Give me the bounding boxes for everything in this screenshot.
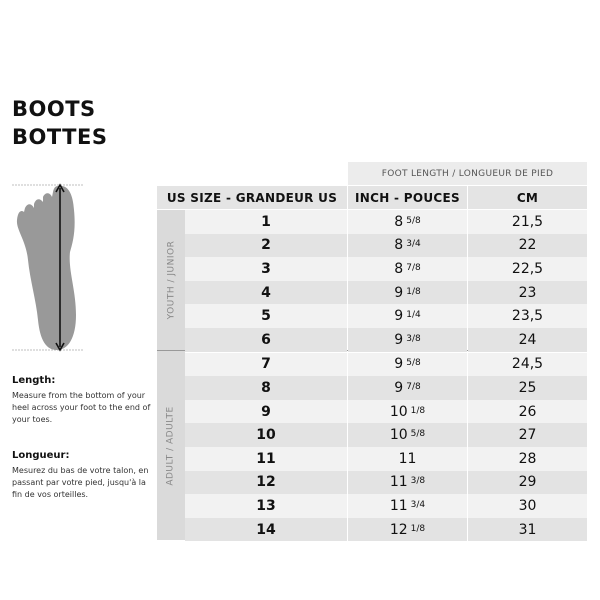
longueur-description: Mesurez du bas de votre talon, en passan… xyxy=(12,466,149,499)
us-size-cell: 13 xyxy=(185,494,347,518)
inch-cell: 9 3/8 xyxy=(348,328,467,352)
length-description: Measure from the bottom of your heel acr… xyxy=(12,391,151,424)
table-row: 10 10 5/8 27 xyxy=(185,423,587,447)
cm-cell: 31 xyxy=(468,517,587,542)
inch-whole: 9 xyxy=(394,308,404,325)
cm-cell: 29 xyxy=(468,470,587,495)
us-size-cell: 11 xyxy=(185,447,347,471)
us-size-cell: 10 xyxy=(185,423,347,447)
table-row: 8 9 7/8 25 xyxy=(185,376,587,400)
us-size-cell: 4 xyxy=(185,280,347,305)
title-english: BOOTS xyxy=(12,97,96,121)
inch-fraction: 5/8 xyxy=(406,215,421,226)
inch-fraction: 3/8 xyxy=(410,476,426,487)
inch-whole: 9 xyxy=(394,356,404,373)
length-label: Length: xyxy=(12,375,56,386)
table-row: 4 9 1/8 23 xyxy=(185,280,587,305)
inch-whole: 11 xyxy=(389,474,408,491)
us-size-cell: 5 xyxy=(185,304,347,328)
cm-cell: 22,5 xyxy=(468,257,587,281)
table-row: 9 10 1/8 26 xyxy=(185,399,587,424)
inch-cell: 8 3/4 xyxy=(348,233,467,258)
cm-cell: 23,5 xyxy=(468,304,587,328)
inch-whole: 8 xyxy=(394,260,404,277)
group-adult-label: ADULT / ADULTE xyxy=(166,405,176,486)
inch-cell: 10 1/8 xyxy=(348,399,467,424)
us-size-cell: 14 xyxy=(185,517,347,542)
table-row: 7 9 5/8 24,5 xyxy=(185,352,587,377)
us-size-cell: 7 xyxy=(185,352,347,377)
us-size-cell: 8 xyxy=(185,376,347,400)
inch-whole: 11 xyxy=(389,497,408,514)
inch-fraction: 3/4 xyxy=(406,239,421,250)
inch-cell: 11 xyxy=(348,447,467,471)
table-row: 6 9 3/8 24 xyxy=(185,328,587,352)
inch-cell: 11 3/4 xyxy=(348,494,467,518)
us-size-cell: 2 xyxy=(185,233,347,258)
inch-cell: 9 5/8 xyxy=(348,352,467,377)
table-row: 5 9 1/4 23,5 xyxy=(185,304,587,328)
foot-measurement-icon xyxy=(12,183,83,352)
us-size-cell: 3 xyxy=(185,257,347,281)
inch-fraction: 1/4 xyxy=(406,310,421,321)
inch-cell: 9 1/4 xyxy=(348,304,467,328)
inch-whole: 8 xyxy=(394,237,404,254)
inch-whole: 9 xyxy=(394,284,404,301)
cm-cell: 30 xyxy=(468,494,587,518)
us-size-cell: 1 xyxy=(185,210,347,234)
inch-whole: 9 xyxy=(394,331,404,348)
inch-fraction: 7/8 xyxy=(406,381,421,392)
inch-fraction: 5/8 xyxy=(406,358,421,369)
inch-fraction: 1/8 xyxy=(410,405,426,416)
title-french: BOTTES xyxy=(12,125,108,149)
table-row: 12 11 3/8 29 xyxy=(185,470,587,495)
cm-cell: 28 xyxy=(468,447,587,471)
table-row: 2 8 3/4 22 xyxy=(185,233,587,258)
inch-fraction: 1/8 xyxy=(406,286,421,297)
cm-cell: 27 xyxy=(468,423,587,447)
inch-whole: 10 xyxy=(389,403,408,420)
cm-cell: 24,5 xyxy=(468,352,587,377)
table-row: 1 8 5/8 21,5 xyxy=(185,210,587,234)
cm-cell: 21,5 xyxy=(468,210,587,234)
cm-cell: 23 xyxy=(468,280,587,305)
group-youth: YOUTH / JUNIOR xyxy=(157,210,185,350)
cm-cell: 24 xyxy=(468,328,587,352)
group-adult: ADULT / ADULTE xyxy=(157,351,185,540)
cm-cell: 25 xyxy=(468,376,587,400)
inch-cell: 8 7/8 xyxy=(348,257,467,281)
inch-whole: 8 xyxy=(394,213,404,230)
foot-length-header: FOOT LENGTH / LONGUEUR DE PIED xyxy=(348,162,587,185)
inch-cell: 11 3/8 xyxy=(348,470,467,495)
inch-fraction: 1/8 xyxy=(410,523,426,534)
inch-fraction: 5/8 xyxy=(410,429,426,440)
table-row: 11 11 28 xyxy=(185,447,587,471)
group-youth-label: YOUTH / JUNIOR xyxy=(166,240,177,320)
us-size-cell: 9 xyxy=(185,399,347,424)
inch-header: INCH - POUCES xyxy=(348,186,467,209)
inch-fraction: 3/4 xyxy=(410,499,426,510)
cm-cell: 26 xyxy=(468,399,587,424)
cm-cell: 22 xyxy=(468,233,587,258)
inch-fraction: 7/8 xyxy=(406,262,421,273)
inch-whole: 9 xyxy=(394,379,404,396)
inch-cell: 12 1/8 xyxy=(348,517,467,542)
us-size-cell: 6 xyxy=(185,328,347,352)
inch-whole: 10 xyxy=(389,427,408,444)
table-row: 3 8 7/8 22,5 xyxy=(185,257,587,281)
cm-header: CM xyxy=(468,186,587,209)
inch-cell: 9 7/8 xyxy=(348,376,467,400)
us-size-cell: 12 xyxy=(185,470,347,495)
inch-cell: 8 5/8 xyxy=(348,210,467,234)
inch-whole: 11 xyxy=(398,450,417,467)
inch-whole: 12 xyxy=(389,521,408,538)
inch-fraction: 3/8 xyxy=(406,333,421,344)
inch-cell: 9 1/8 xyxy=(348,280,467,305)
table-row: 13 11 3/4 30 xyxy=(185,494,587,518)
longueur-label: Longueur: xyxy=(12,450,70,461)
inch-cell: 10 5/8 xyxy=(348,423,467,447)
us-size-header: US SIZE - GRANDEUR US xyxy=(157,186,347,209)
table-row: 14 12 1/8 31 xyxy=(185,517,587,542)
